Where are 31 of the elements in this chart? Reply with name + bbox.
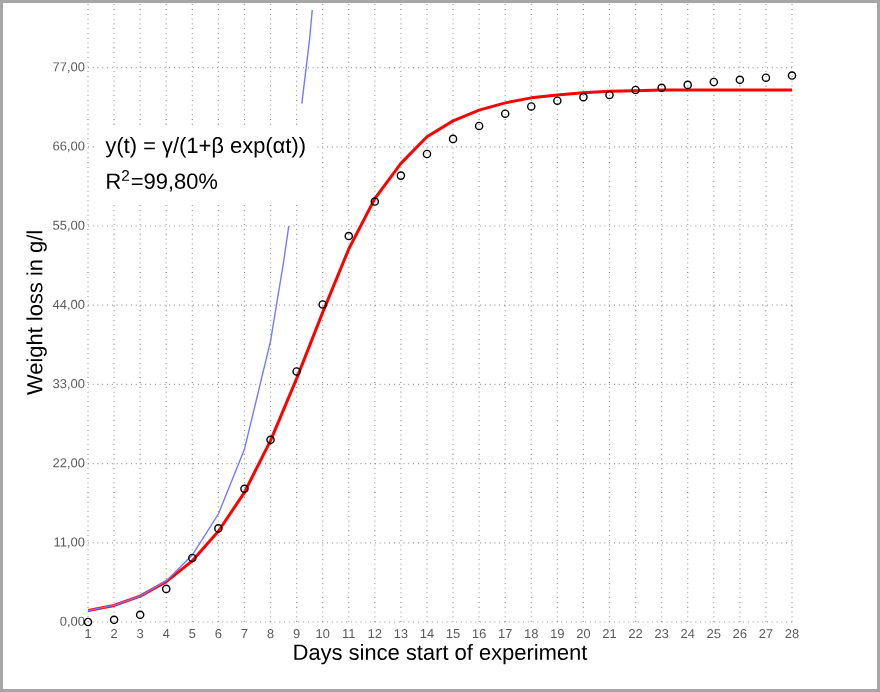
point [709,77,719,87]
point [396,171,406,180]
point [422,149,432,159]
point [657,83,666,93]
annotation: y(t) = γ/(1+β exp(αt)) [105,137,305,158]
point [292,367,301,376]
point [214,524,223,533]
point [266,435,275,445]
point [735,75,745,85]
y-axis-title: Weight loss in g/l [26,231,47,395]
point [631,85,640,95]
point [318,300,327,309]
x-axis-title: Days since start of experiment [294,643,588,665]
point [474,121,484,131]
point [605,90,614,100]
point [370,197,380,206]
point [579,92,588,102]
point [448,134,458,144]
point [553,96,562,106]
point [109,615,119,625]
point [344,231,354,241]
point [135,610,145,620]
point [500,109,510,118]
annotation: R$^{2}$=99,80% [107,170,218,192]
point [761,73,771,82]
point [240,484,249,494]
point [683,80,692,90]
point [188,553,197,563]
point [526,102,536,111]
point [787,71,797,80]
point [161,584,171,594]
